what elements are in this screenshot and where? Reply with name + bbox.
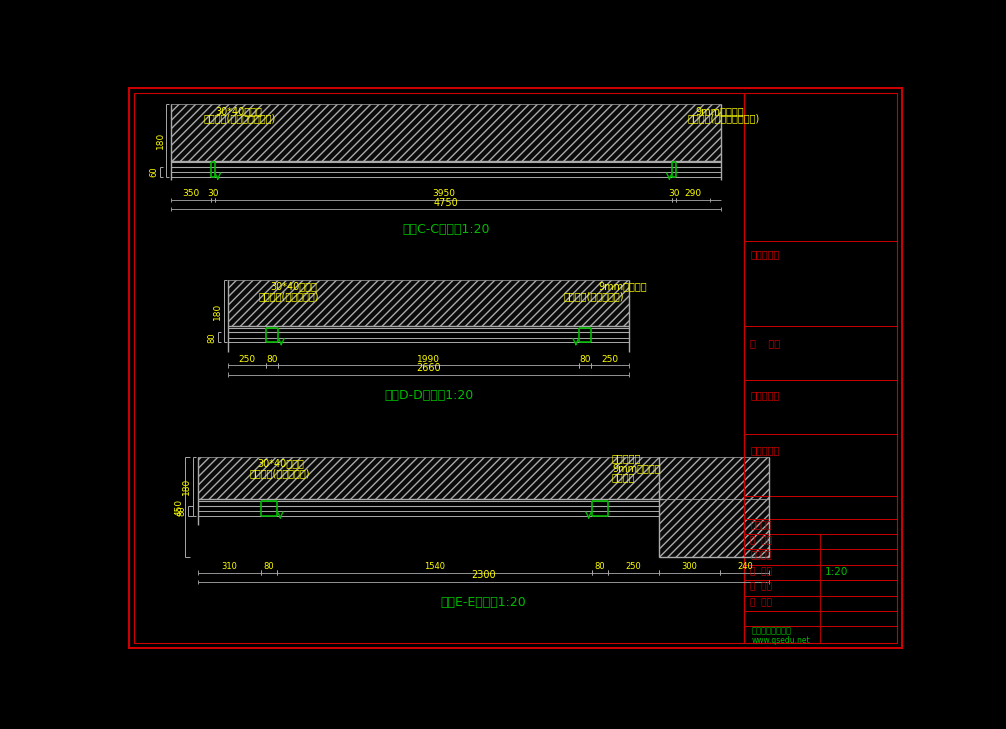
Bar [197, 457, 663, 499]
Text: 450: 450 [175, 499, 184, 515]
Text: 60: 60 [149, 166, 158, 177]
Bar [171, 104, 721, 160]
Text: 80: 80 [267, 355, 278, 364]
Text: www.qsedu.net: www.qsedu.net [751, 636, 811, 644]
Text: 240: 240 [737, 562, 752, 571]
Text: 30*40木龙骨: 30*40木龙骨 [215, 106, 262, 116]
Text: 天花C-C剖面图1:20: 天花C-C剖面图1:20 [402, 223, 490, 236]
Text: 日  期：: 日 期： [750, 582, 773, 592]
Text: 9mm夹板扫白: 9mm夹板扫白 [695, 106, 744, 116]
Text: 1540: 1540 [424, 562, 445, 571]
Text: 图纸说明：: 图纸说明： [750, 390, 780, 400]
Text: 30: 30 [207, 190, 218, 198]
Text: 审  核：: 审 核： [750, 537, 773, 545]
Text: 设计师：: 设计师： [750, 521, 772, 530]
Text: 1990: 1990 [417, 355, 440, 364]
Text: 3950: 3950 [432, 190, 455, 198]
Text: 250: 250 [602, 355, 619, 364]
Text: 天花D-D剖面图1:20: 天花D-D剖面图1:20 [384, 389, 473, 402]
Bar [659, 457, 770, 499]
Text: 齐生设计职业学校: 齐生设计职业学校 [751, 626, 792, 636]
Text: 180: 180 [156, 132, 164, 149]
Text: 80: 80 [579, 355, 591, 364]
Text: 内藏灯管(白色描金石膏线): 内藏灯管(白色描金石膏线) [688, 114, 761, 124]
Text: 4750: 4750 [434, 198, 459, 208]
Text: 2660: 2660 [416, 363, 441, 373]
Text: 天花E-E剖面图1:20: 天花E-E剖面图1:20 [441, 596, 526, 609]
Text: 180: 180 [182, 477, 191, 495]
Text: 250: 250 [238, 355, 256, 364]
Text: 工程名称：: 工程名称： [750, 249, 780, 260]
Text: 内藏灯管(石膏线扫白): 内藏灯管(石膏线扫白) [563, 291, 624, 301]
Text: 290: 290 [684, 190, 701, 198]
Text: 原梁扫白: 原梁扫白 [612, 472, 636, 483]
Text: 80: 80 [264, 562, 275, 571]
Text: 80: 80 [177, 505, 186, 516]
Text: 施工图：: 施工图： [750, 552, 772, 561]
Text: 内藏灯管(白色描金石膏线): 内藏灯管(白色描金石膏线) [203, 114, 276, 124]
Bar [659, 499, 770, 557]
Text: 1:20: 1:20 [824, 567, 848, 577]
Text: 设计说明：: 设计说明： [750, 445, 780, 456]
Text: 300: 300 [682, 562, 698, 571]
Text: 比  例：: 比 例： [750, 567, 773, 576]
Text: 业    主：: 业 主： [750, 338, 781, 348]
Text: 80: 80 [207, 332, 216, 343]
Text: 30*40木龙骨: 30*40木龙骨 [257, 459, 304, 469]
Bar [228, 280, 629, 326]
Text: 80: 80 [595, 562, 606, 571]
Text: 250: 250 [626, 562, 642, 571]
Text: 180: 180 [213, 303, 222, 320]
Text: 30: 30 [668, 190, 680, 198]
Text: 石膏线扫白: 石膏线扫白 [612, 453, 641, 463]
Text: 9mm夹板扫白: 9mm夹板扫白 [612, 463, 661, 473]
Text: 内藏灯管(石膏线扫白): 内藏灯管(石膏线扫白) [249, 468, 310, 478]
Text: 图  号：: 图 号： [750, 598, 773, 607]
Text: 350: 350 [182, 190, 199, 198]
Text: 2300: 2300 [471, 570, 496, 580]
Text: 310: 310 [221, 562, 237, 571]
Text: 内藏灯管(石膏线扫白): 内藏灯管(石膏线扫白) [259, 291, 319, 301]
Text: 30*40木龙骨: 30*40木龙骨 [270, 281, 317, 292]
Text: 9mm夹板扫白: 9mm夹板扫白 [599, 281, 647, 292]
